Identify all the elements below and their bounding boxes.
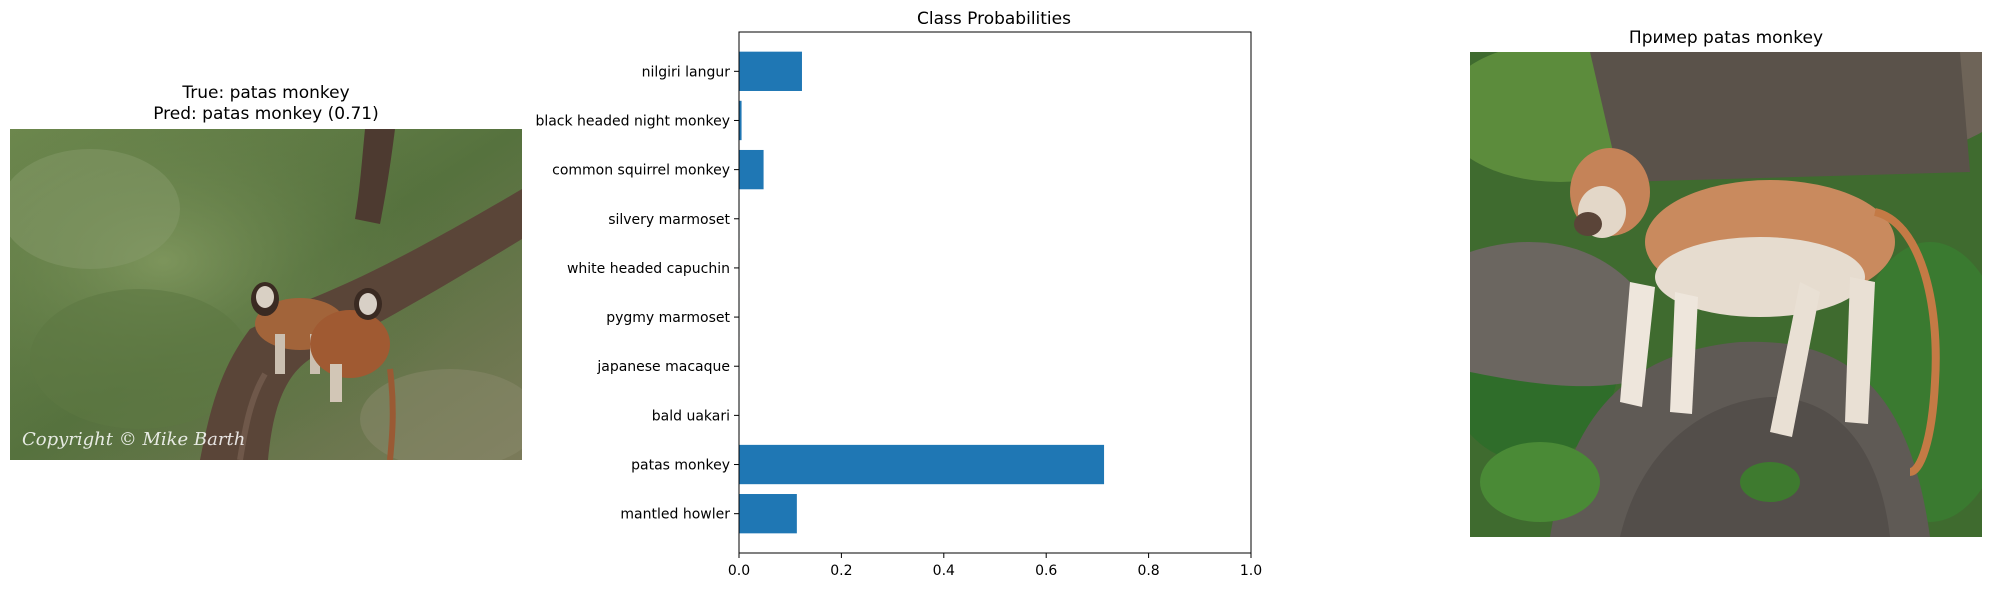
left-panel-title-line2: Pred: patas monkey (0.71) bbox=[153, 104, 379, 124]
x-tick-label-3: 0.6 bbox=[1035, 563, 1057, 579]
photo-watermark: Copyright © Mike Barth bbox=[22, 429, 246, 450]
example-image bbox=[1470, 52, 1982, 537]
test-image: Copyright © Mike Barth bbox=[10, 129, 522, 460]
y-tick-label-white-headed-capuchin: white headed capuchin bbox=[567, 261, 730, 277]
y-tick-label-bald-uakari: bald uakari bbox=[652, 408, 730, 424]
bar-black-headed-night-monkey bbox=[739, 100, 742, 141]
test-image-drawing bbox=[10, 129, 522, 460]
bar-mantled-howler bbox=[739, 494, 797, 534]
bar-patas-monkey bbox=[739, 444, 1105, 485]
y-tick-label-silvery-marmoset: silvery marmoset bbox=[608, 212, 730, 228]
x-tick-label-5: 1.0 bbox=[1240, 563, 1262, 579]
x-tick-label-2: 0.4 bbox=[933, 563, 955, 579]
left-panel-title-line1: True: patas monkey bbox=[182, 83, 350, 103]
bar-common-squirrel-monkey bbox=[739, 149, 764, 190]
x-tick-label-4: 0.8 bbox=[1137, 563, 1159, 579]
x-tick-label-1: 0.2 bbox=[830, 563, 852, 579]
y-tick-label-common-squirrel-monkey: common squirrel monkey bbox=[552, 163, 730, 179]
y-tick-label-nilgiri-langur: nilgiri langur bbox=[642, 64, 731, 80]
y-tick-label-mantled-howler: mantled howler bbox=[620, 507, 730, 523]
bar-nilgiri-langur bbox=[739, 51, 802, 91]
chart-title: Class Probabilities bbox=[917, 9, 1071, 29]
right-panel-title: Пример patas monkey bbox=[1628, 28, 1824, 48]
y-tick-label-black-headed-night-monkey: black headed night monkey bbox=[535, 113, 730, 129]
y-tick-label-japanese-macaque: japanese macaque bbox=[596, 359, 730, 375]
y-tick-label-patas-monkey: patas monkey bbox=[631, 458, 730, 474]
x-tick-label-0: 0.0 bbox=[728, 563, 750, 579]
y-tick-label-pygmy-marmoset: pygmy marmoset bbox=[606, 310, 730, 326]
example-image-drawing bbox=[1470, 52, 1982, 537]
plot-frame bbox=[738, 31, 1252, 554]
